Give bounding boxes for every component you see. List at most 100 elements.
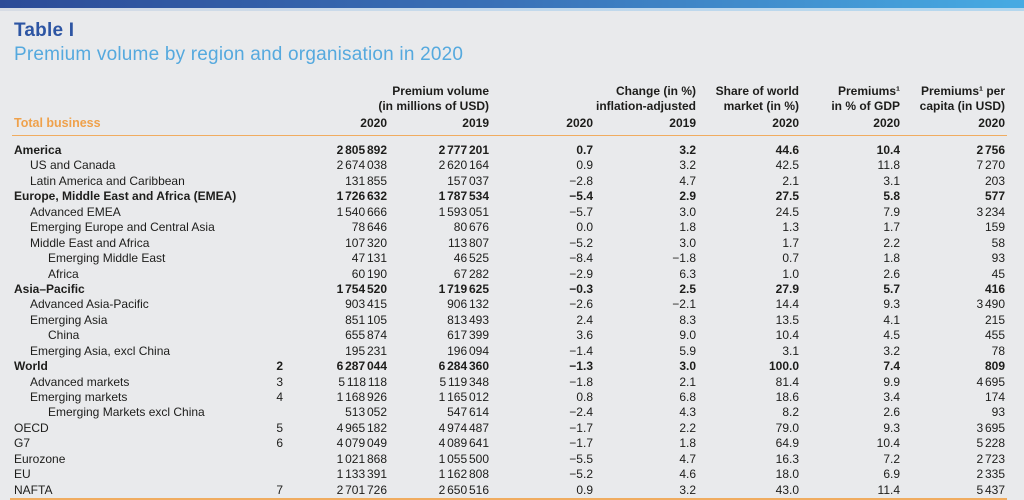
cell-change-2019: −1.8 [672,251,696,266]
accent-gradient-bar-shadow [0,8,1024,11]
cell-world-share-2020: 1.7 [782,235,799,250]
table-number-title: Table I [14,20,75,41]
cell-premiums-gdp-2020: 5.8 [883,189,900,204]
cell-change-2019: 6.3 [679,266,696,281]
cell-premium-volume-2020: 1 726 632 [336,189,387,204]
cell-world-share-2020: 2.1 [782,173,799,188]
cell-premiums-gdp-2020: 9.3 [883,420,900,435]
cell-premiums-per-capita-2020: 203 [984,173,1005,188]
cell-change-2019: 8.3 [679,312,696,327]
cell-premium-volume-2019: 1 719 625 [438,281,489,296]
cell-change-2020: 0.8 [576,390,593,404]
cell-change-2020: −0.3 [569,281,593,296]
cell-premiums-per-capita-2020: 159 [984,220,1005,235]
cell-premium-volume-2020: 903 415 [345,297,387,312]
row-label: Latin America and Caribbean [30,173,185,188]
table-row: Emerging Europe and Central Asia 78 646 … [14,220,1005,235]
cell-world-share-2020: 13.5 [775,312,799,327]
cell-premiums-per-capita-2020: 174 [984,390,1005,404]
cell-premium-volume-2019: 80 676 [453,220,489,235]
cell-premiums-per-capita-2020: 2 335 [976,467,1005,482]
col-group-line1: Premium volume [392,84,489,98]
row-label: Emerging Europe and Central Asia [30,220,215,235]
row-label: Emerging Asia [30,312,108,327]
cell-premiums-per-capita-2020: 809 [984,359,1005,374]
cell-change-2020: −8.4 [569,251,593,266]
cell-world-share-2020: 10.4 [775,328,799,343]
cell-premiums-gdp-2020: 10.4 [876,436,900,451]
cell-change-2019: 4.3 [679,405,696,420]
cell-premiums-per-capita-2020: 215 [984,312,1005,327]
cell-premiums-gdp-2020: 11.8 [877,158,900,173]
row-footnote-ref [249,344,283,359]
cell-change-2019: 1.8 [679,436,696,451]
row-header-total-business: Total business [14,116,101,130]
cell-premiums-per-capita-2020: 4 695 [976,374,1005,389]
cell-change-2019: 9.0 [679,328,696,343]
cell-premium-volume-2020: 655 874 [345,328,387,343]
year-header-row: Total business 2020 2019 2020 2019 2020 … [14,115,1005,131]
table-row: NAFTA 7 2 701 726 2 650 516 0.9 3.2 43.0… [14,483,1005,498]
row-label: G7 [14,436,31,451]
cell-premiums-gdp-2020: 3.4 [883,390,900,404]
cell-change-2020: −1.4 [569,343,593,358]
cell-change-2020: −2.8 [569,173,593,188]
cell-premiums-per-capita-2020: 45 [991,266,1005,281]
row-footnote-ref: 5 [276,420,283,435]
cell-premiums-gdp-2020: 1.8 [883,251,900,266]
row-footnote-ref [249,328,283,343]
cell-premiums-gdp-2020: 5.7 [883,281,900,296]
cell-premiums-gdp-2020: 9.3 [883,297,900,312]
table-row: Europe, Middle East and Africa (EMEA) 1 … [14,189,1005,204]
col-group-line1: Premiums¹ [837,84,900,98]
cell-change-2019: 5.9 [679,343,696,358]
row-footnote-ref [249,282,283,297]
row-footnote-ref [249,189,283,204]
header-spacer [14,84,283,114]
col-group-world-share: Share of world market (in %) [696,84,799,114]
row-footnote-ref [249,220,283,235]
cell-premium-volume-2019: 1 165 012 [438,390,489,404]
row-footnote-ref: 7 [276,482,283,497]
cell-premium-volume-2020: 195 231 [345,343,387,358]
cell-change-2020: −1.7 [569,436,593,451]
col-group-premium-volume: Premium volume (in millions of USD) [283,84,489,114]
cell-premium-volume-2019: 4 974 487 [438,420,489,435]
cell-premium-volume-2020: 2 674 038 [336,158,387,173]
row-label: US and Canada [30,158,116,173]
row-footnote-ref: 6 [276,436,283,451]
cell-world-share-2020: 14.4 [775,297,799,312]
row-label: Africa [48,266,79,281]
col-group-change: Change (in %) inflation-adjusted [489,84,696,114]
year-col-percap-2020: 2020 [978,116,1005,130]
table-row: China 655 874 617 399 3.6 9.0 10.4 4.5 4… [14,328,1005,343]
cell-premium-volume-2019: 813 493 [447,312,489,327]
cell-premiums-gdp-2020: 7.4 [883,359,900,374]
row-label: Emerging markets [30,390,128,404]
column-group-header-row: Premium volume (in millions of USD) Chan… [14,84,1005,114]
cell-change-2020: 0.9 [576,482,593,497]
cell-premiums-gdp-2020: 3.2 [883,343,900,358]
table-row: Emerging Asia 851 105 813 493 2.4 8.3 13… [14,313,1005,328]
row-footnote-ref [249,267,283,282]
cell-premium-volume-2020: 1 133 391 [336,467,387,482]
cell-premium-volume-2020: 107 320 [345,235,387,250]
row-footnote-ref [249,158,283,173]
table-row: Middle East and Africa 107 320 113 807 −… [14,236,1005,251]
cell-premium-volume-2020: 4 965 182 [336,420,387,435]
cell-change-2020: 0.0 [576,220,593,235]
cell-premium-volume-2019: 113 807 [448,235,489,250]
cell-change-2019: 3.0 [679,359,696,374]
cell-premiums-gdp-2020: 7.9 [883,204,900,219]
cell-premium-volume-2019: 196 094 [447,343,489,358]
cell-change-2020: −2.9 [569,266,593,281]
cell-change-2019: 2.9 [679,189,696,204]
year-col-share-2020: 2020 [772,116,799,130]
row-label: Eurozone [14,451,66,466]
cell-world-share-2020: 81.4 [775,374,799,389]
cell-premium-volume-2020: 78 646 [351,220,387,235]
col-group-line2: inflation-adjusted [596,99,696,113]
cell-premium-volume-2019: 1 162 808 [438,467,489,482]
cell-premiums-gdp-2020: 9.9 [883,374,900,389]
cell-change-2020: 3.6 [576,328,593,343]
